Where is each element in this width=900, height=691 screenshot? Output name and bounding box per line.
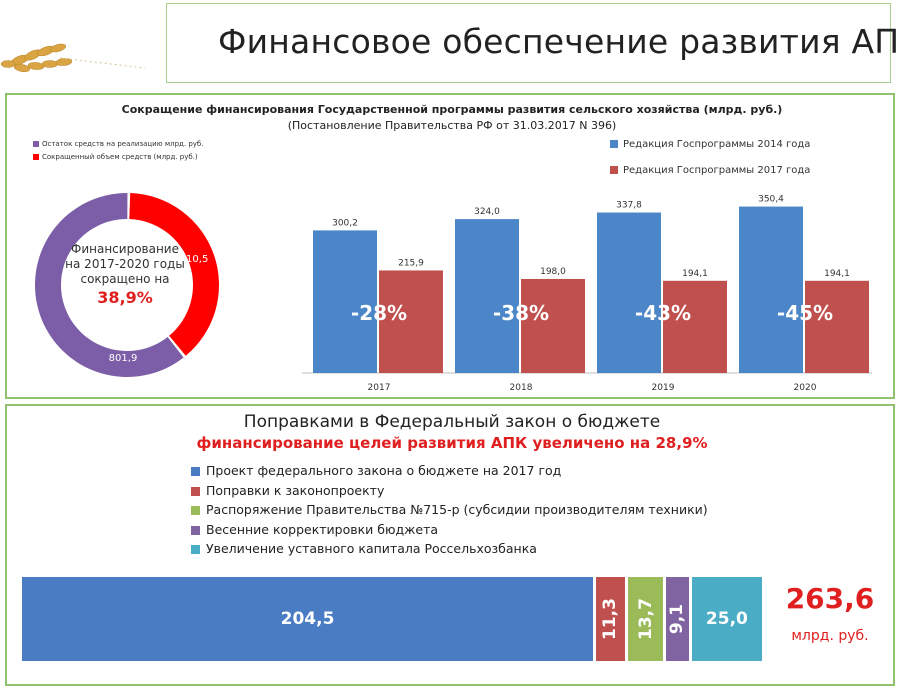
donut-slice [35,193,184,377]
donut-center-line: сокращено на [80,272,170,286]
legend-swatch [191,506,200,515]
stacked-bar-segment: 204,5 [22,577,594,661]
x-tick-label: 2020 [794,383,817,393]
budget-legend-item: Весенние корректировки бюджета [191,520,708,540]
legend-label: Увеличение уставного капитала Россельхоз… [206,541,537,556]
bar [379,270,443,373]
segment-value-label: 25,0 [705,609,748,629]
bar [739,206,803,373]
x-tick-label: 2017 [368,383,391,393]
budget-legend-item: Поправки к законопроекту [191,481,708,501]
bar-legend-item: Редакция Госпрограммы 2014 года [610,139,810,150]
legend-swatch [191,467,200,476]
donut-legend-item: Остаток средств на реализацию млрд. руб. [33,140,203,148]
stacked-bar: 204,5 11,3 13,7 9,1 25,0 [22,577,762,661]
funding-reduction-panel: Сокращение финансирования Государственно… [5,93,895,399]
title-box [166,3,891,83]
legend-swatch [33,141,39,147]
donut-chart: 510,5 801,9 [35,193,219,377]
x-tick-label: 2019 [652,383,675,393]
bar-value-label: 324,0 [474,207,500,217]
bar-value-label: 215,9 [398,258,424,268]
percent-change-label: -38% [493,301,549,325]
budget-legend-item: Увеличение уставного капитала Россельхоз… [191,539,708,559]
bar [805,280,869,373]
percent-change-label: -43% [635,301,691,325]
stacked-bar-segment: 9,1 [666,577,689,661]
legend-label: Весенние корректировки бюджета [206,521,439,537]
legend-swatch [191,545,200,554]
donut-center-text: Финансирование на 2017-2020 годы сокраще… [60,242,190,307]
bar-value-label: 198,0 [540,267,566,277]
header: Финансовое обеспечение развития АПК [0,0,900,90]
segment-value-label: 13,7 [635,598,656,640]
donut-center-line: Финансирование [71,242,179,256]
total-unit: млрд. руб. [791,628,869,644]
donut-center-value: 38,9% [97,288,153,307]
bar-legend-item: Редакция Госпрограммы 2017 года [610,165,810,176]
chart-subtitle: (Постановление Правительства РФ от 31.03… [287,119,617,132]
donut-slice-label: 801,9 [109,353,138,364]
budget-legend: Проект федерального закона о бюджете на … [191,461,708,559]
bar [663,280,727,373]
bar-value-label: 194,1 [682,269,708,279]
budget-subtitle: финансирование целей развития АПК увелич… [196,434,708,452]
wheat-icon [0,43,146,72]
percent-change-label: -45% [777,301,833,325]
chart-title: Сокращение финансирования Государственно… [121,103,783,116]
stacked-bar-segment: 13,7 [627,577,664,661]
budget-legend-item: Распоряжение Правительства №715-р (субси… [191,500,708,520]
legend-swatch [191,525,200,535]
budget-title: Поправками в Федеральный закон о бюджете [243,412,661,432]
donut-slice [129,193,219,356]
bar-value-label: 300,2 [332,218,358,228]
segment-value-label: 11,3 [600,598,621,640]
legend-label: Проект федерального закона о бюджете на … [206,463,562,478]
bar [521,278,585,373]
legend-label: Поправки к законопроекту [206,482,385,498]
donut-slice-label: 510,5 [180,254,209,265]
bar [455,219,519,373]
stacked-bar-segment: 25,0 [691,577,762,661]
bar-chart: 300,2 215,9 -28% 2017 324,0 198,0 -38% 2018 337,… [302,195,872,393]
legend-swatch [610,140,618,148]
legend-swatch [33,154,39,160]
budget-legend-item: Проект федерального закона о бюджете на … [191,461,708,481]
budget-amendments-panel: Поправками в Федеральный закон о бюджете… [5,404,895,686]
x-tick-label: 2018 [510,383,533,393]
percent-change-label: -28% [351,301,407,325]
page-title: Финансовое обеспечение развития АПК [218,22,900,61]
segment-value-label: 9,1 [667,603,688,635]
bar-value-label: 337,8 [616,201,642,211]
total-value: 263,6 [785,582,875,615]
legend-label: Распоряжение Правительства №715-р (субси… [206,502,708,517]
bar [597,212,661,373]
donut-center-line: на 2017-2020 годы [65,257,185,271]
legend-swatch [610,166,618,174]
legend-swatch [191,486,200,496]
stacked-bar-segment: 11,3 [596,577,625,661]
bar [313,230,377,373]
bar-value-label: 350,4 [758,195,784,205]
bar-value-label: 194,1 [824,269,850,279]
segment-value-label: 204,5 [280,609,335,629]
donut-legend-item: Сокращенный объем средств (млрд. руб.) [33,153,198,161]
